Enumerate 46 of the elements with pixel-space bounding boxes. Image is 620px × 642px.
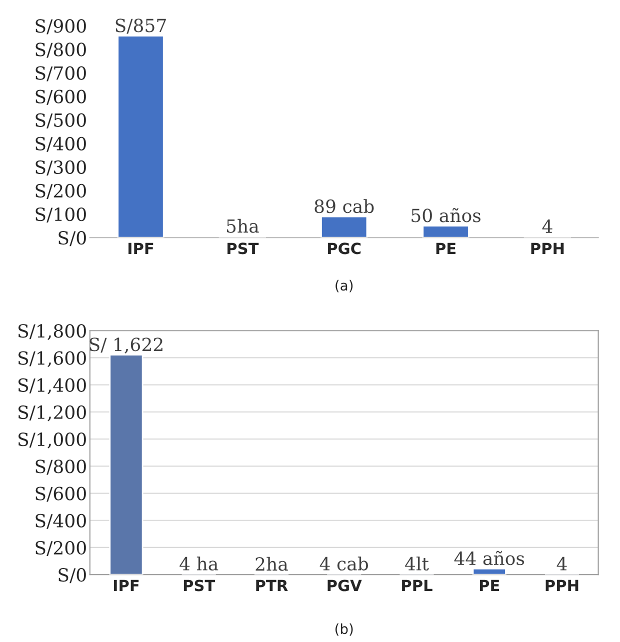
y-tick-label: S/1,800	[18, 324, 86, 340]
x-tick-label: PGC	[328, 242, 361, 254]
data-label: 44 años	[454, 550, 524, 566]
data-label: 4	[542, 219, 552, 233]
y-tick-label: S/500	[36, 113, 86, 128]
x-tick-label: PGV	[328, 580, 362, 592]
data-label: 4 cab	[320, 556, 368, 571]
y-tick-label: S/800	[36, 42, 86, 58]
y-tick-label: S/100	[36, 207, 86, 223]
x-tick-label: PTR	[256, 580, 288, 592]
y-tick-label: S/1,200	[18, 405, 86, 422]
y-tick-label: S/0	[58, 231, 86, 246]
x-tick-label: PPH	[531, 242, 564, 254]
data-label: S/ 1,622	[90, 338, 162, 354]
y-tick-label: S/600	[36, 486, 86, 502]
x-tick-label: PPH	[546, 580, 578, 592]
y-tick-label: S/900	[36, 19, 86, 34]
data-label: 89 cab	[314, 199, 374, 214]
text: (b)	[335, 623, 353, 636]
data-label: 5ha	[227, 218, 259, 233]
y-tick-label: S/800	[36, 460, 86, 475]
y-tick-label: S/300	[36, 160, 86, 176]
y-tick-label: S/400	[36, 514, 86, 529]
data-label: 4	[556, 556, 567, 570]
y-tick-label: S/0	[58, 568, 86, 584]
data-label: 4 ha	[180, 556, 218, 571]
y-tick-label: S/1,400	[18, 378, 86, 394]
data-label: 50 años	[412, 208, 480, 222]
y-tick-label: S/400	[36, 136, 86, 152]
data-label: 2ha	[256, 556, 288, 571]
data-label: 4lt	[405, 556, 429, 571]
data-label: S/857	[116, 18, 166, 34]
x-tick-label: PE	[436, 242, 456, 254]
y-tick-label: S/200	[36, 540, 86, 556]
y-tick-label: S/1,000	[18, 432, 86, 448]
text: (a)	[336, 280, 353, 292]
x-tick-label: PE	[480, 580, 500, 592]
y-tick-label: S/200	[36, 184, 86, 199]
x-tick-label: PST	[184, 580, 216, 592]
y-tick-label: S/600	[36, 90, 86, 105]
y-tick-label: S/1,600	[18, 351, 86, 368]
x-tick-label: IPF	[114, 580, 139, 592]
y-tick-label: S/700	[36, 66, 86, 82]
x-tick-label: PST	[228, 242, 259, 254]
x-tick-label: IPF	[128, 242, 154, 254]
x-tick-label: PPL	[402, 580, 432, 592]
